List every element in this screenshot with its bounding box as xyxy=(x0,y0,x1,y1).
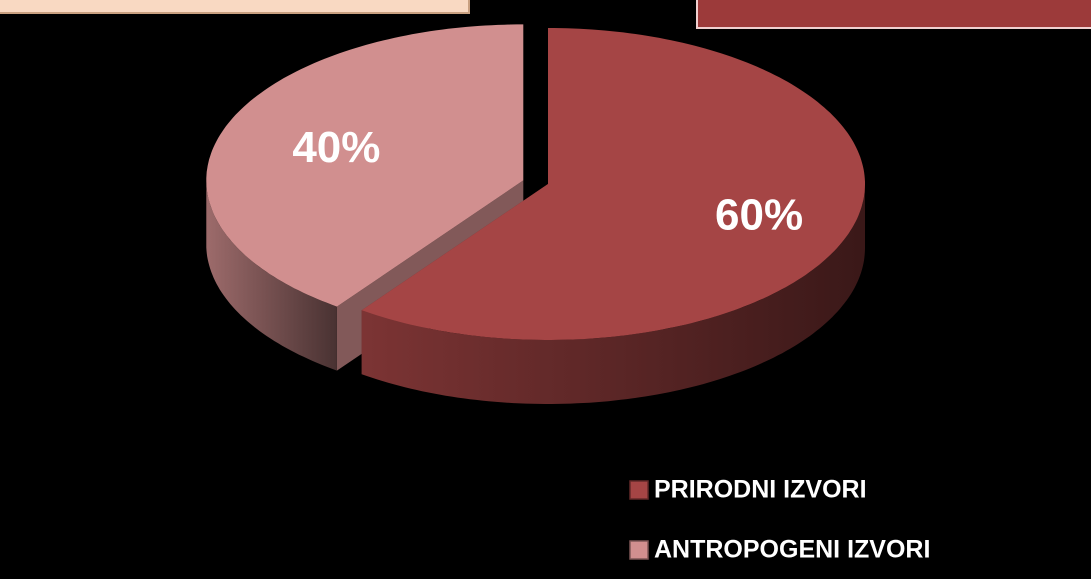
legend-swatch xyxy=(629,540,649,560)
slice-top xyxy=(361,28,865,340)
data-label: 40% xyxy=(292,123,380,172)
header-box-left xyxy=(0,0,470,14)
legend-label: PRIRODNI IZVORI xyxy=(654,476,867,504)
slice xyxy=(361,28,865,404)
slice-side xyxy=(361,184,865,404)
header-box-right xyxy=(696,0,1091,29)
legend: PRIRODNI IZVORI ANTROPOGENI IZVORI xyxy=(629,476,930,564)
pie: 60% 40% xyxy=(206,24,865,404)
data-label: 60% xyxy=(715,190,803,239)
legend-swatch xyxy=(629,480,649,500)
slice-top xyxy=(206,24,524,307)
slice-side xyxy=(206,180,337,371)
legend-label: ANTROPOGENI IZVORI xyxy=(654,536,930,564)
